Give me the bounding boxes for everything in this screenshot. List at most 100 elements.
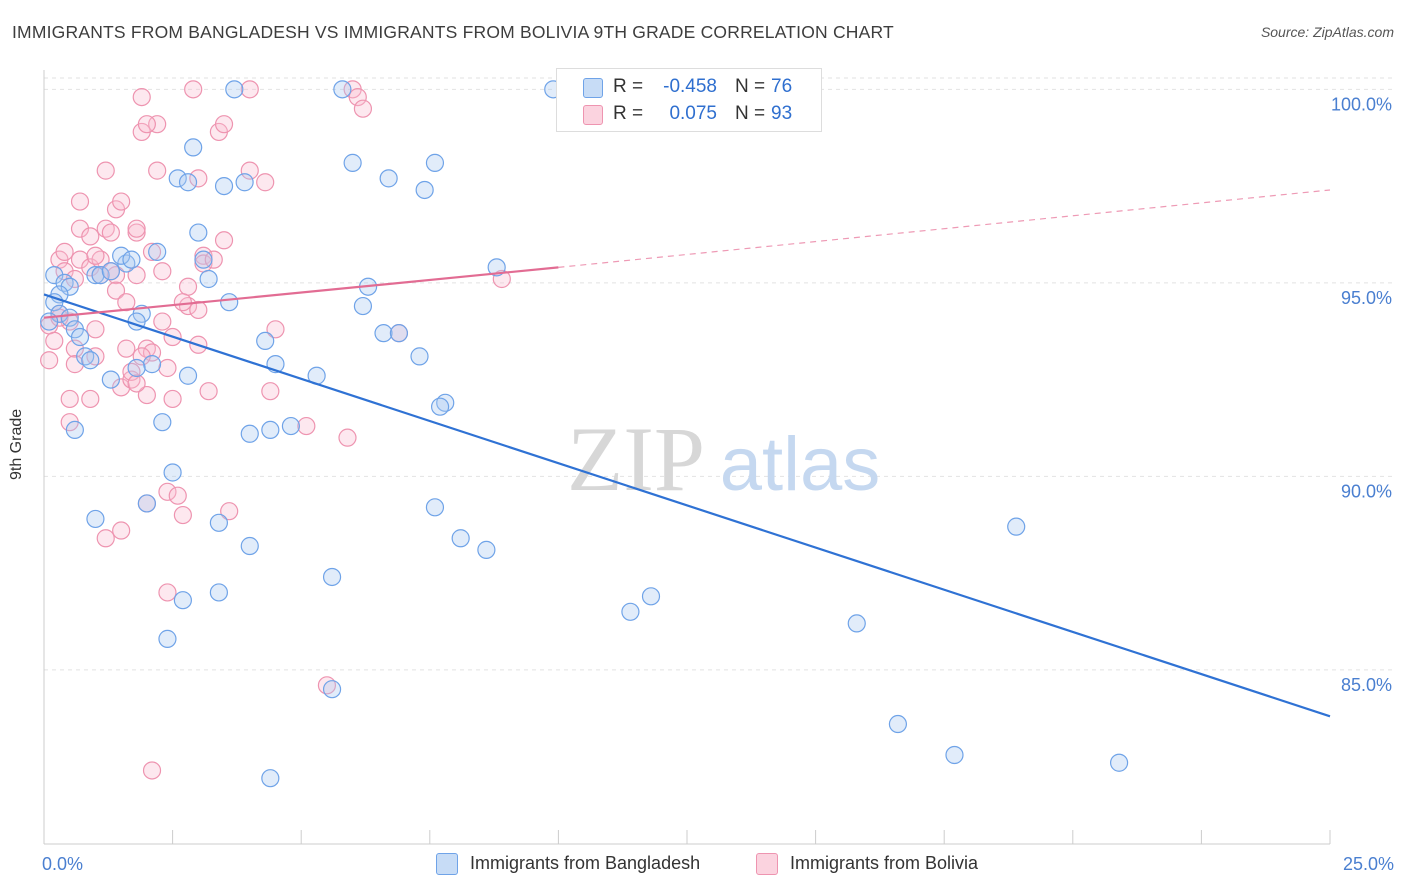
point-bolivia bbox=[127, 374, 146, 393]
point-bangladesh bbox=[425, 153, 445, 172]
point-bangladesh bbox=[225, 80, 244, 99]
point-bangladesh bbox=[81, 351, 100, 370]
point-bangladesh bbox=[86, 509, 105, 529]
point-bangladesh bbox=[261, 420, 280, 440]
point-bangladesh bbox=[101, 262, 120, 281]
point-bolivia bbox=[112, 192, 131, 211]
legend-swatch-bangladesh bbox=[583, 78, 603, 98]
point-bangladesh bbox=[1007, 517, 1026, 536]
point-bangladesh bbox=[240, 424, 259, 443]
point-bangladesh bbox=[168, 169, 187, 188]
point-bolivia bbox=[297, 416, 316, 436]
point-bangladesh bbox=[641, 587, 661, 606]
point-bolivia bbox=[127, 223, 146, 242]
point-bangladesh bbox=[70, 327, 90, 347]
trend-line-bolivia-extension bbox=[558, 189, 1331, 268]
point-bolivia bbox=[158, 482, 177, 501]
point-bangladesh bbox=[410, 347, 429, 366]
point-bangladesh bbox=[214, 177, 234, 196]
point-bolivia bbox=[45, 331, 64, 350]
point-bolivia bbox=[142, 761, 162, 780]
point-bangladesh bbox=[122, 250, 141, 269]
point-bolivia bbox=[96, 161, 115, 180]
watermark-zip: ZIP bbox=[567, 408, 705, 510]
point-bangladesh bbox=[945, 745, 964, 765]
point-bolivia bbox=[163, 389, 182, 409]
trend-lines bbox=[43, 189, 1331, 718]
legend-n-label: N = bbox=[735, 76, 766, 97]
point-bolivia bbox=[214, 231, 234, 250]
point-bolivia bbox=[127, 219, 146, 238]
point-bolivia bbox=[158, 583, 177, 602]
legend-n-label: N = bbox=[735, 103, 766, 124]
legend-row-bolivia: R = 0.075 N = 93 bbox=[557, 100, 821, 128]
point-bangladesh bbox=[256, 331, 275, 350]
y-tick-label: 100.0% bbox=[1331, 94, 1392, 114]
point-bangladesh bbox=[888, 714, 908, 734]
point-bangladesh bbox=[333, 80, 352, 99]
point-bolivia bbox=[178, 277, 198, 296]
point-bangladesh bbox=[91, 266, 110, 285]
point-bangladesh bbox=[101, 370, 120, 389]
point-bolivia bbox=[153, 312, 172, 331]
point-bangladesh bbox=[374, 324, 393, 343]
bottom-legend-label-bangladesh: Immigrants from Bangladesh bbox=[470, 853, 701, 873]
y-tick-label: 85.0% bbox=[1341, 675, 1392, 695]
point-bolivia bbox=[86, 320, 105, 339]
legend-row-bangladesh: R = -0.458 N = 76 bbox=[557, 73, 821, 101]
point-bangladesh bbox=[60, 308, 79, 327]
point-bangladesh bbox=[194, 250, 213, 269]
legend-swatch-bolivia bbox=[583, 105, 603, 125]
point-bolivia bbox=[81, 227, 100, 246]
point-bangladesh bbox=[477, 540, 496, 559]
point-bolivia bbox=[204, 250, 223, 269]
point-bolivia bbox=[158, 358, 177, 378]
legend-n-value: 93 bbox=[771, 103, 793, 124]
x-tick-label-min: 0.0% bbox=[42, 854, 83, 874]
point-bangladesh bbox=[847, 614, 866, 633]
point-bolivia bbox=[60, 389, 79, 409]
point-bolivia bbox=[106, 281, 126, 300]
point-bangladesh bbox=[65, 420, 84, 440]
legend-n-value: 76 bbox=[771, 76, 793, 97]
point-bangladesh bbox=[220, 293, 239, 312]
point-bangladesh bbox=[163, 463, 182, 482]
point-bolivia bbox=[101, 223, 120, 242]
point-bolivia bbox=[132, 87, 151, 107]
point-bolivia bbox=[70, 192, 90, 211]
point-bangladesh bbox=[112, 246, 131, 265]
point-bolivia bbox=[189, 300, 208, 320]
point-bolivia bbox=[96, 529, 115, 548]
point-bangladesh bbox=[389, 324, 409, 343]
point-bangladesh bbox=[45, 293, 64, 312]
point-bolivia bbox=[214, 115, 234, 134]
point-bolivia bbox=[189, 169, 208, 188]
tick-labels: 100.0% 95.0% 90.0% 85.0% 0.0% 25.0% bbox=[42, 94, 1394, 874]
point-bolivia bbox=[256, 173, 275, 192]
point-bolivia bbox=[148, 115, 167, 134]
point-bangladesh bbox=[158, 629, 177, 648]
point-bolivia bbox=[168, 486, 187, 505]
stats-legend: R = -0.458 N = 76 R = 0.075 N = 93 bbox=[556, 68, 822, 132]
point-bangladesh bbox=[178, 173, 198, 192]
trend-line-bolivia bbox=[43, 266, 559, 319]
point-bangladesh bbox=[322, 680, 342, 699]
watermark-atlas: atlas bbox=[720, 422, 881, 507]
point-bangladesh bbox=[189, 223, 208, 242]
bottom-legend-swatch-bolivia bbox=[756, 853, 778, 875]
bottom-legend-label-bolivia: Immigrants from Bolivia bbox=[790, 853, 979, 873]
point-bolivia bbox=[86, 246, 105, 265]
point-bolivia bbox=[137, 115, 156, 134]
point-bolivia bbox=[353, 99, 373, 118]
point-bolivia bbox=[137, 385, 156, 405]
y-tick-label: 95.0% bbox=[1341, 288, 1392, 308]
point-bangladesh bbox=[322, 567, 342, 587]
point-bangladesh bbox=[153, 413, 172, 432]
point-bangladesh bbox=[199, 269, 218, 289]
x-tick-label-max: 25.0% bbox=[1343, 854, 1394, 874]
point-bangladesh bbox=[173, 591, 192, 610]
legend-r-value: -0.458 bbox=[663, 76, 717, 97]
point-bolivia bbox=[173, 293, 192, 312]
point-bolivia bbox=[142, 242, 162, 261]
